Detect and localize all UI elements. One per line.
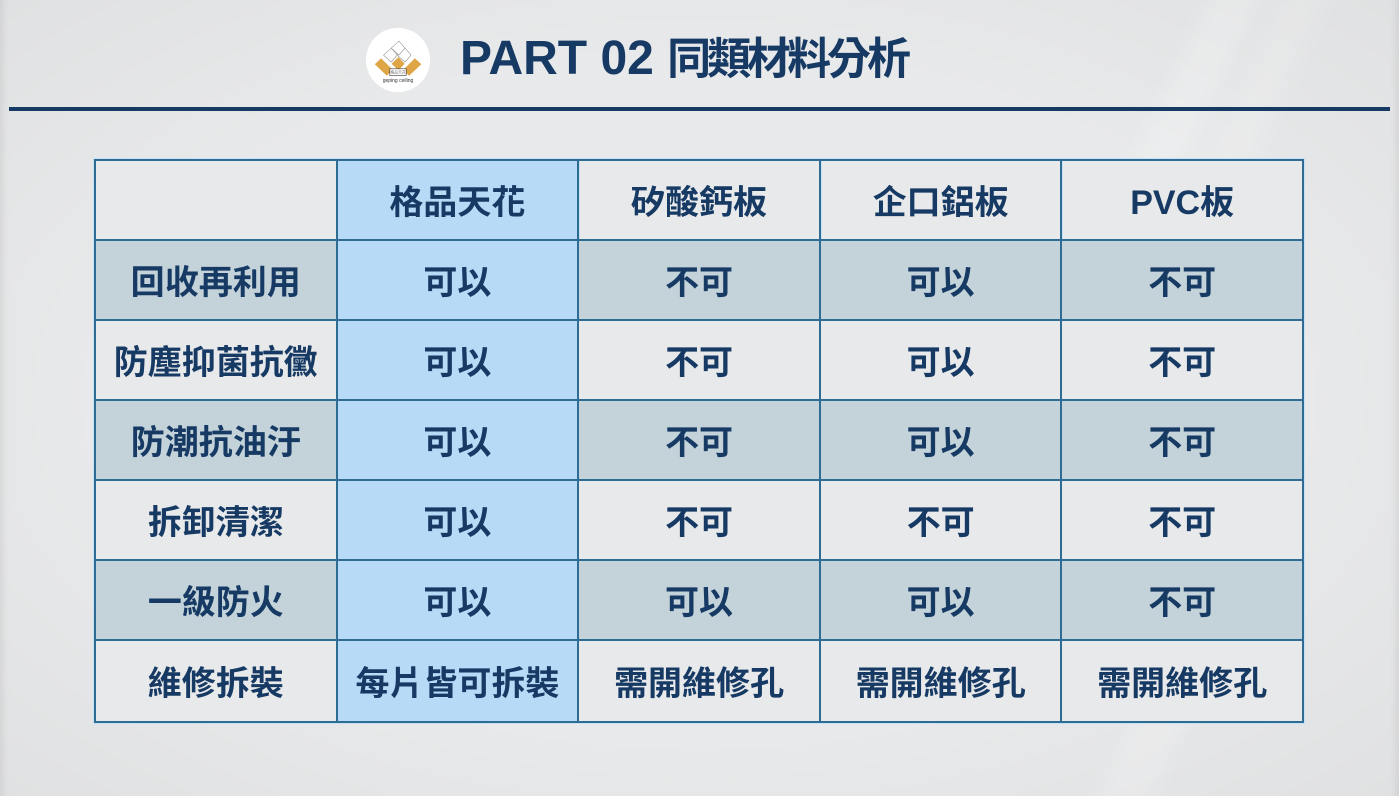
svg-text:geping ceiling: geping ceiling [383,78,414,84]
svg-text:格品天花: 格品天花 [390,69,406,75]
